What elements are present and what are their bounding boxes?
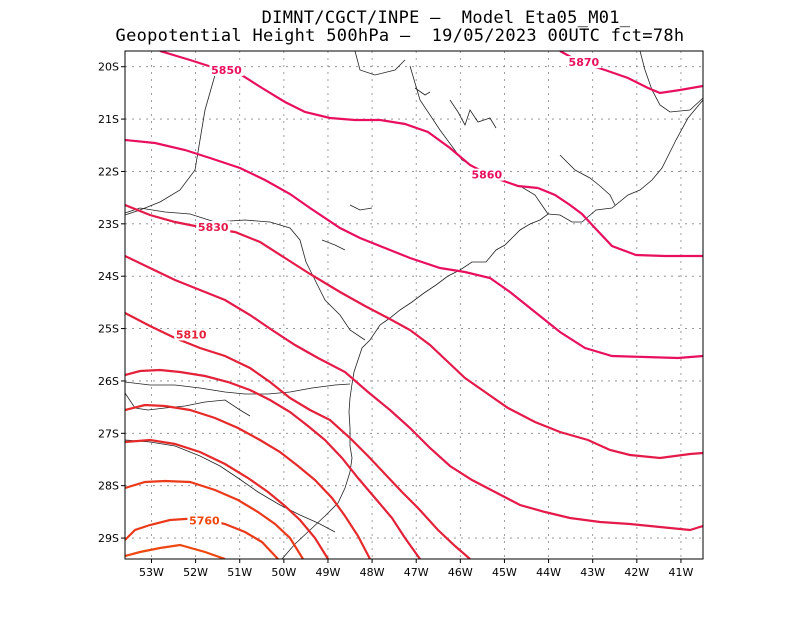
- contour-label-5810: 5810: [176, 328, 207, 341]
- lat-label: 26S: [98, 375, 119, 388]
- contour-label-5830: 5830: [198, 221, 229, 234]
- coastline: [281, 99, 703, 559]
- chart-title-line-2: Geopotential Height 500hPa – 19/05/2023 …: [115, 26, 685, 46]
- contour-labels: 5870 5850 5860 5830 5810 5760: [174, 56, 601, 527]
- state-border-ms-pr: [125, 207, 366, 341]
- lat-label: 23S: [98, 218, 119, 231]
- lat-label: 25S: [98, 323, 119, 336]
- coastline-and-borders: [125, 51, 703, 559]
- lat-label: 24S: [98, 270, 119, 283]
- contour-label-5860: 5860: [471, 169, 502, 182]
- contour-label-5850: 5850: [211, 64, 242, 77]
- mg-north: [354, 51, 406, 76]
- lon-label: 52W: [183, 566, 208, 579]
- chart-title-line-1: DIMNT/CGCT/INPE – Model Eta05_M01_: [261, 8, 631, 28]
- lat-label: 22S: [98, 165, 119, 178]
- river-border-west: [125, 392, 251, 417]
- contour-label-bg: [196, 221, 231, 234]
- lon-label: 41W: [669, 566, 694, 579]
- state-border-sc-rs: [125, 439, 336, 533]
- lon-label: 51W: [227, 566, 252, 579]
- lon-label: 43W: [580, 566, 605, 579]
- lat-label: 21S: [98, 113, 119, 126]
- geopotential-contours: [125, 51, 703, 559]
- contour-5760: [125, 543, 226, 559]
- lon-label: 47W: [404, 566, 429, 579]
- contour-5800: [125, 403, 371, 559]
- contour-5840: [125, 203, 703, 460]
- lon-label: 46W: [448, 566, 473, 579]
- contour-label-5760: 5760: [189, 514, 220, 527]
- lat-label: 20S: [98, 61, 119, 74]
- contour-5860: [537, 186, 703, 258]
- lon-label: 49W: [316, 566, 341, 579]
- contour-label-bg: [469, 168, 504, 181]
- contour-label-bg: [187, 514, 222, 527]
- axis-ticks: [121, 66, 682, 563]
- contour-label-bg: [209, 63, 244, 76]
- lon-label: 50W: [271, 566, 296, 579]
- contour-5820: [125, 312, 471, 559]
- lon-label: 45W: [492, 566, 517, 579]
- contour-5790: [125, 438, 329, 559]
- state-border-pr-sc: [125, 381, 351, 395]
- lon-label: 53W: [139, 566, 164, 579]
- contour-label-5870: 5870: [569, 56, 600, 69]
- graticule: [125, 51, 703, 559]
- lon-label: 48W: [360, 566, 385, 579]
- lon-label: 42W: [624, 566, 649, 579]
- contour-5780: [125, 479, 304, 559]
- map-frame: [124, 50, 704, 560]
- lat-label: 27S: [98, 427, 119, 440]
- lat-label: 29S: [98, 532, 119, 545]
- mg-es-border: [639, 51, 703, 113]
- rj-border: [559, 154, 616, 206]
- contour-label-bg: [174, 328, 209, 341]
- lat-label: 28S: [98, 480, 119, 493]
- latitude-labels: 20S 21S 22S 23S 24S 25S 26S 27S 28S 29S: [98, 61, 119, 545]
- contour-label-bg: [566, 56, 601, 69]
- map-background: [125, 51, 703, 559]
- contour-5830: [125, 255, 703, 532]
- contour-5850: [125, 138, 703, 360]
- contour-5810: [125, 368, 421, 559]
- longitude-labels: 53W 52W 51W 50W 49W 48W 47W 46W 45W 44W 43W 42W 41W: [139, 566, 693, 579]
- lon-label: 44W: [536, 566, 561, 579]
- reservoirs: [321, 87, 497, 251]
